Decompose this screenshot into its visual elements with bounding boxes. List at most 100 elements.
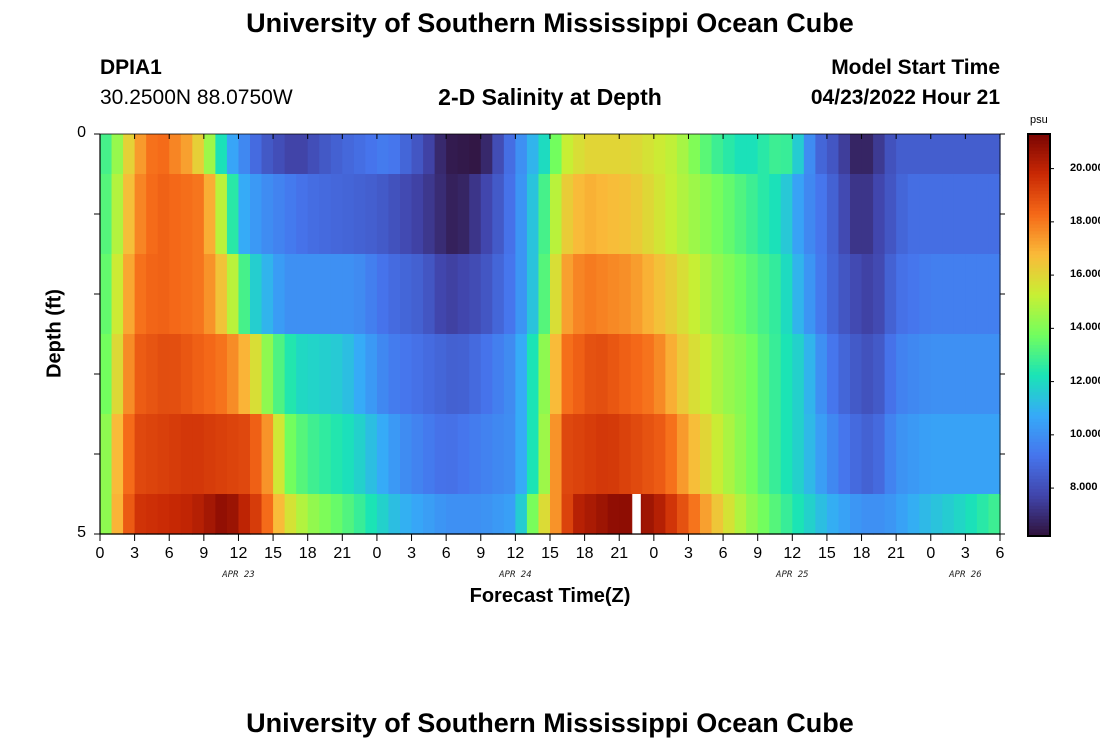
heatmap-cell	[873, 414, 886, 495]
heatmap-cell	[307, 414, 320, 495]
colorbar-segment	[1028, 455, 1050, 460]
colorbar-segment	[1028, 257, 1050, 262]
colorbar-segment	[1028, 391, 1050, 396]
heatmap-cell	[273, 334, 286, 415]
colorbar-segment	[1028, 385, 1050, 390]
heatmap-cell	[180, 494, 193, 535]
heatmap-cell	[953, 134, 966, 175]
heatmap-cell	[273, 174, 286, 255]
heatmap-cell	[446, 494, 459, 535]
chart-subtitle: 2-D Salinity at Depth	[438, 84, 662, 110]
heatmap-cell	[469, 134, 482, 175]
colorbar-segment	[1028, 187, 1050, 192]
colorbar-segment	[1028, 247, 1050, 252]
colorbar-segment	[1028, 472, 1050, 477]
heatmap-cell	[896, 334, 909, 415]
heatmap-cell	[296, 254, 309, 335]
heatmap-cell	[700, 414, 713, 495]
heatmap-cell	[111, 494, 124, 535]
heatmap-cell	[261, 414, 274, 495]
plot-axes	[94, 133, 1005, 541]
heatmap-cell	[457, 414, 470, 495]
x-tick-label: 3	[130, 545, 140, 562]
heatmap-cell	[896, 254, 909, 335]
heatmap-cell	[584, 254, 597, 335]
heatmap-cell	[976, 414, 990, 495]
heatmap-cell	[965, 334, 978, 415]
colorbar-segment	[1028, 321, 1050, 326]
heatmap-cell	[169, 414, 182, 495]
heatmap-cell	[284, 494, 297, 535]
colorbar-segment	[1028, 211, 1050, 215]
heatmap-cell	[411, 174, 424, 255]
heatmap-cell	[400, 414, 413, 495]
heatmap-cell	[446, 414, 459, 495]
colorbar-segment	[1028, 412, 1050, 416]
heatmap-cell	[861, 494, 874, 535]
heatmap-cell	[665, 134, 678, 175]
heatmap-cell	[907, 174, 920, 255]
heatmap-cell	[711, 494, 724, 535]
colorbar-segment	[1028, 284, 1050, 289]
heatmap-cell	[203, 334, 216, 415]
heatmap-cell	[469, 494, 482, 535]
heatmap-cell	[180, 254, 193, 335]
heatmap-cell	[734, 334, 747, 415]
heatmap-cell	[446, 174, 459, 255]
heatmap-cell	[538, 174, 551, 255]
colorbar-tick-label: 18.000	[1070, 214, 1100, 227]
colorbar-segment	[1028, 458, 1050, 463]
heatmap-cell	[503, 134, 516, 175]
heatmap-cell	[457, 334, 470, 415]
heatmap-cell	[942, 414, 955, 495]
heatmap-cell	[780, 134, 793, 175]
colorbar-segment	[1028, 402, 1050, 406]
heatmap-cell	[215, 334, 228, 415]
heatmap-cell	[988, 134, 1001, 175]
heatmap-cell	[769, 494, 782, 535]
heatmap-cell	[769, 134, 782, 175]
x-tick-label: 18	[852, 545, 871, 562]
heatmap-cell	[965, 494, 978, 535]
colorbar-segment	[1028, 177, 1050, 182]
heatmap-cell	[503, 174, 516, 255]
heatmap-cell	[861, 414, 874, 495]
heatmap-cell	[561, 174, 574, 255]
heatmap-cell	[780, 494, 793, 535]
heatmap-cell	[792, 134, 805, 175]
heatmap-cell	[353, 174, 366, 255]
heatmap-cell	[342, 334, 355, 415]
heatmap-cell	[953, 494, 966, 535]
heatmap-cell	[376, 494, 390, 535]
x-tick-label: 18	[575, 545, 594, 562]
heatmap-cell	[561, 134, 574, 175]
colorbar-segment	[1028, 388, 1050, 393]
x-tick-label: 21	[887, 545, 906, 562]
x-tick-label: 0	[926, 545, 936, 562]
heatmap-cell	[353, 414, 366, 495]
heatmap-cell	[457, 174, 470, 255]
heatmap-cell	[446, 254, 459, 335]
heatmap-cell	[769, 254, 782, 335]
colorbar-tick-label: 20.000	[1070, 161, 1100, 174]
colorbar-segment	[1028, 492, 1050, 497]
heatmap-cell	[780, 334, 793, 415]
heatmap-cell	[480, 414, 493, 495]
heatmap-cell	[284, 174, 297, 255]
heatmap-cell	[700, 174, 713, 255]
heatmap-cell	[896, 494, 909, 535]
colorbar-segment	[1028, 268, 1050, 272]
heatmap-cell	[907, 134, 920, 175]
heatmap-cell	[319, 254, 332, 335]
heatmap-cell	[526, 174, 540, 255]
heatmap-cell	[619, 174, 632, 255]
heatmap-cell	[757, 254, 770, 335]
x-tick-label: 6	[995, 545, 1005, 562]
colorbar-segment	[1028, 381, 1050, 386]
colorbar-segment	[1028, 489, 1050, 494]
colorbar-segment	[1028, 482, 1050, 487]
heatmap-cell	[100, 494, 113, 535]
heatmap-cell	[100, 134, 113, 175]
heatmap-cell	[976, 174, 990, 255]
heatmap-cell	[653, 254, 666, 335]
